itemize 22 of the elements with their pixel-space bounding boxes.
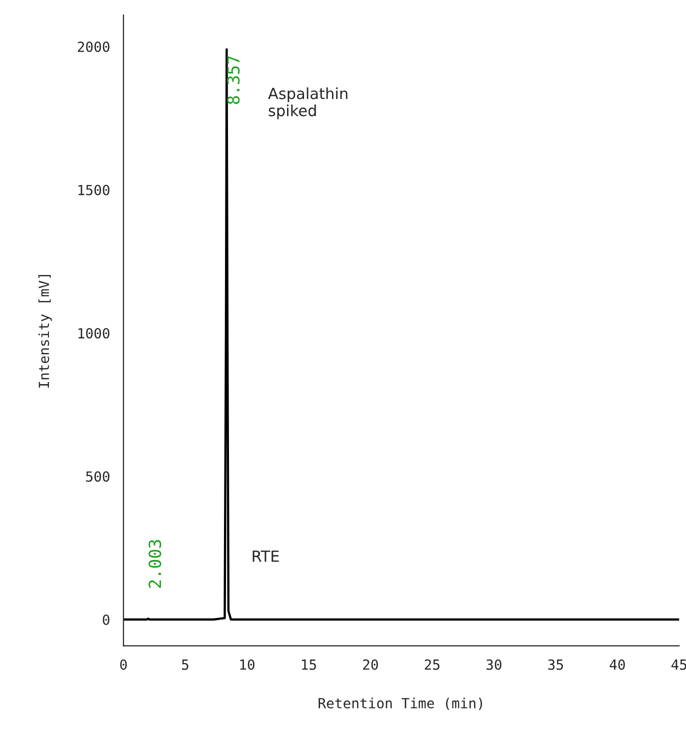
- x-axis-title: Retention Time (min): [318, 698, 482, 710]
- y-tick-label: 500: [86, 471, 110, 482]
- y-tick-label: 1000: [78, 328, 110, 339]
- x-tick-label: 35: [548, 659, 563, 670]
- y-tick-label: 0: [102, 614, 110, 626]
- x-tick-label: 25: [424, 659, 440, 670]
- x-tick-label: 30: [486, 659, 502, 670]
- annotation: 8.357: [227, 56, 240, 104]
- x-tick-label: 5: [182, 660, 188, 670]
- line-series: [123, 48, 680, 621]
- x-tick-label: 40: [610, 659, 625, 670]
- annotation: RTE: [252, 550, 279, 562]
- x-tick-label: 20: [363, 659, 378, 670]
- y-axis-title: Intensity [mV]: [38, 275, 52, 388]
- x-tick-label: 0: [120, 659, 127, 670]
- annotation: Aspalathin spiked: [268, 87, 348, 120]
- x-tick-label: 45: [671, 660, 686, 670]
- annotation: 2.003: [148, 540, 162, 588]
- y-tick-label: 2000: [78, 42, 110, 52]
- y-tick-label: 1500: [78, 184, 110, 196]
- x-tick-label: 15: [302, 660, 316, 670]
- x-tick-label: 10: [240, 659, 254, 670]
